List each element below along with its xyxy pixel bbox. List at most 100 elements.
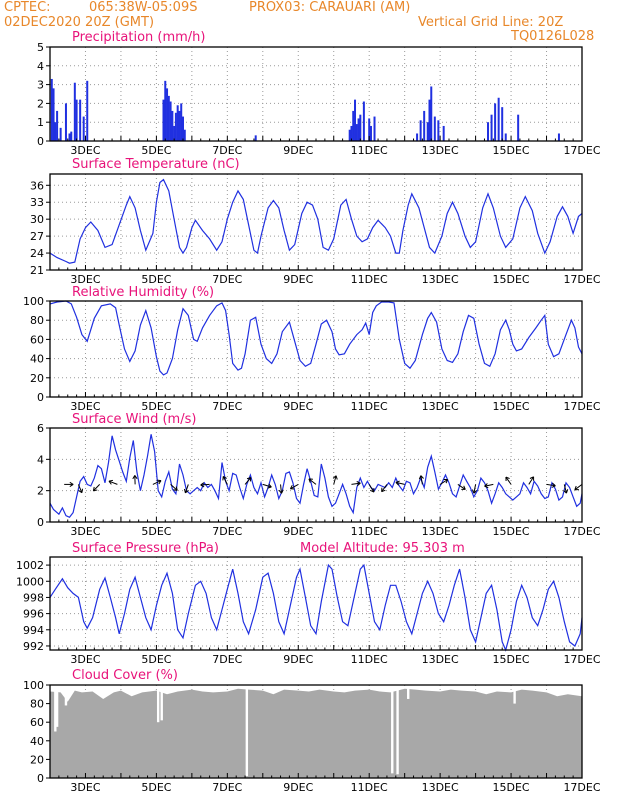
bar (362, 101, 365, 141)
bar (56, 110, 59, 141)
wind-arrow-head (132, 475, 138, 480)
y-tick-label: 0 (37, 135, 44, 148)
bar (369, 125, 372, 141)
wind-arrow (289, 483, 299, 490)
bar (164, 80, 167, 141)
panel-5: Cloud Cover (%) 0 20 40 60 80 100 3DEC 5DEC 7DEC 9… (23, 668, 601, 794)
bar (52, 88, 55, 141)
panel-0: Precipitation (mm/h) 0 1 2 3 4 5 3DEC 5DEC 7DEC 9D… (37, 30, 601, 157)
x-tick-label: 3DEC (70, 525, 100, 538)
x-tick-label: 13DEC (422, 400, 459, 413)
wind-arrow-head (173, 486, 178, 491)
bar (82, 116, 85, 141)
bar (497, 97, 500, 141)
x-tick-label: 9DEC (283, 273, 313, 286)
wind-arrow-head (381, 487, 386, 493)
wind-arrow-head (551, 482, 556, 488)
bar (176, 105, 179, 141)
x-tick-label: 5DEC (141, 525, 171, 538)
header-org: CPTEC: (4, 0, 51, 15)
wind-arrow-head (461, 485, 466, 490)
x-tick-label: 5DEC (141, 781, 171, 794)
x-tick-label: 11DEC (351, 781, 388, 794)
y-tick-label: 3 (37, 79, 44, 92)
wind-arrow-head (505, 476, 510, 482)
panel-1: Surface Temperature (nC) 21 24 27 30 33 36 3DEC… (30, 157, 601, 286)
bar (490, 114, 493, 141)
y-tick-label: 1002 (16, 559, 44, 572)
x-tick-label: 11DEC (351, 273, 388, 286)
wind-arrow (278, 484, 284, 494)
cloud-area (50, 688, 582, 778)
wind-arrow-head (395, 480, 400, 486)
wind-arrow-head (200, 482, 205, 488)
header-grid-note: Vertical Grid Line: 20Z (418, 15, 564, 30)
x-tick-label: 9DEC (283, 653, 313, 666)
y-tick-label: 27 (30, 230, 44, 243)
bar (162, 99, 165, 141)
bar (437, 120, 440, 141)
series-line (49, 563, 583, 652)
wind-arrow-shaft (546, 483, 556, 487)
wind-arrow (77, 484, 84, 494)
y-tick-label: 6 (37, 422, 44, 435)
y-tick-label: 5 (37, 41, 44, 54)
cloud-gap (160, 685, 163, 721)
bar (442, 125, 445, 141)
wind-arrow (132, 475, 138, 485)
wind-arrow (351, 481, 361, 487)
wind-arrow (457, 483, 466, 490)
panel-title: Surface Wind (m/s) (72, 412, 196, 427)
wind-arrow (574, 484, 583, 491)
bar (359, 114, 362, 141)
wind-arrow-shaft (308, 478, 317, 485)
panel-frame (49, 173, 583, 271)
x-tick-label: 17DEC (563, 400, 600, 413)
wind-arrow (64, 481, 74, 487)
wind-arrow (92, 484, 101, 492)
wind-arrow (381, 484, 388, 493)
wind-arrow (244, 477, 252, 485)
bar (355, 124, 358, 141)
y-tick-label: 2 (37, 97, 44, 110)
wind-arrow-shaft (184, 484, 189, 494)
x-tick-label: 9DEC (283, 781, 313, 794)
wind-arrow-head (267, 483, 272, 489)
wind-arrow-shaft (77, 484, 83, 493)
x-tick-label: 11DEC (351, 653, 388, 666)
bar (54, 122, 57, 141)
panel-annotation: Model Altitude: 95.303 m (300, 541, 465, 556)
bar (182, 116, 184, 141)
wind-arrow-shaft (93, 484, 101, 492)
bar (501, 107, 504, 141)
panel-title: Precipitation (mm/h) (72, 30, 205, 45)
bar (557, 133, 560, 141)
x-tick-label: 5DEC (141, 653, 171, 666)
x-tick-label: 13DEC (422, 525, 459, 538)
wind-arrow-shaft (439, 479, 448, 485)
x-tick-label: 7DEC (212, 144, 242, 157)
wind-arrow (108, 479, 118, 485)
y-tick-label: 998 (23, 591, 44, 604)
wind-arrow-shaft (457, 483, 466, 490)
wind-arrow (395, 480, 405, 486)
x-tick-label: 13DEC (422, 144, 459, 157)
bar (64, 103, 67, 141)
panel-title: Cloud Cover (%) (72, 668, 178, 683)
x-tick-label: 3DEC (70, 653, 100, 666)
wind-arrow-head (418, 475, 424, 480)
series-line (49, 300, 583, 376)
y-tick-label: 24 (30, 247, 44, 260)
x-tick-label: 3DEC (70, 273, 100, 286)
y-tick-label: 30 (30, 213, 44, 226)
wind-arrow-head (443, 478, 449, 484)
cloud-gap (396, 685, 399, 775)
y-tick-label: 60 (30, 333, 44, 346)
x-tick-label: 13DEC (422, 781, 459, 794)
panel-title: Surface Temperature (nC) (72, 157, 240, 172)
y-tick-label: 1 (37, 116, 44, 129)
wind-arrow (262, 483, 272, 489)
panel-frame (49, 556, 583, 651)
y-tick-label: 994 (23, 624, 44, 637)
x-tick-label: 5DEC (141, 144, 171, 157)
